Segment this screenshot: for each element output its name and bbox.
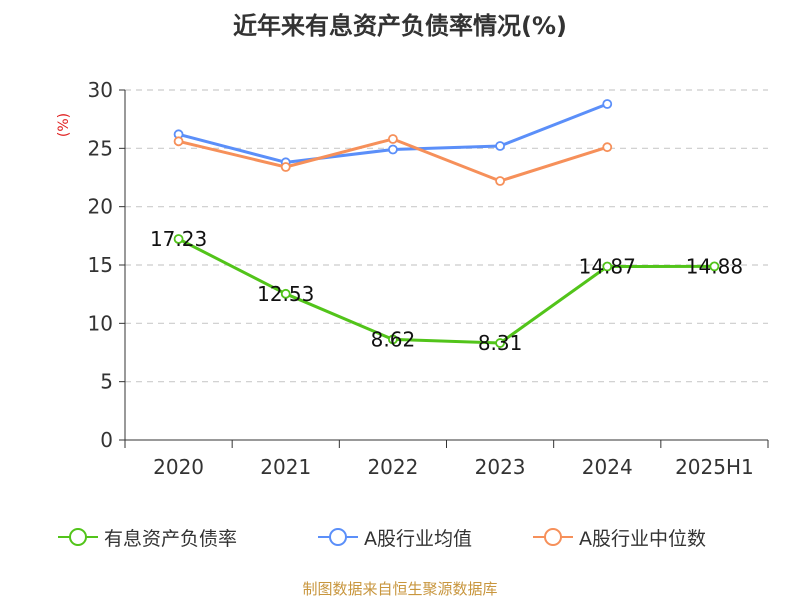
data-point xyxy=(388,144,398,155)
data-point xyxy=(388,134,398,144)
legend-label: A股行业均值 xyxy=(364,527,472,550)
chart-title: 近年来有息资产负债率情况(%) xyxy=(233,12,567,40)
data-point xyxy=(602,142,613,153)
legend[interactable]: 有息资产负债率 A股行业均值 A股行业中位数 xyxy=(0,522,800,552)
legend-line-icon xyxy=(58,528,98,546)
data-point xyxy=(173,136,184,147)
data-source: 制图数据来自恒生聚源数据库 xyxy=(302,580,498,598)
y-tick-label: 0 xyxy=(100,428,113,452)
x-tick-label: 2020 xyxy=(153,455,204,479)
data-point xyxy=(709,261,720,272)
data-label: 17.23 xyxy=(150,227,207,251)
legend-line-icon xyxy=(318,528,358,546)
y-tick-label: 5 xyxy=(100,370,113,394)
data-label: 14.88 xyxy=(686,254,743,278)
data-label: 14.87 xyxy=(579,255,636,279)
data-point xyxy=(280,288,291,299)
data-point xyxy=(602,99,613,109)
y-axis-label: (%) xyxy=(56,113,72,137)
data-point xyxy=(495,176,505,186)
data-point xyxy=(495,338,505,348)
y-tick-label: 10 xyxy=(88,311,113,335)
data-label: 8.31 xyxy=(478,331,523,355)
y-tick-label: 25 xyxy=(88,136,113,160)
legend-label: A股行业中位数 xyxy=(579,527,706,550)
y-tick-label: 20 xyxy=(88,195,113,219)
legend-label: 有息资产负债率 xyxy=(104,527,238,550)
legend-item-industry-median[interactable]: A股行业中位数 xyxy=(533,522,706,552)
data-point xyxy=(173,234,184,244)
data-label: 12.53 xyxy=(257,282,314,306)
line-chart: 0 5 10 15 20 25 30 (%) 2020 2021 2022 2023 2024 2025H… xyxy=(56,78,769,479)
x-tick-label: 2023 xyxy=(475,455,526,479)
legend-line-icon xyxy=(533,528,573,546)
data-point xyxy=(495,141,505,151)
data-point xyxy=(602,261,613,272)
x-tick-label: 2025H1 xyxy=(675,455,754,479)
data-point xyxy=(280,162,291,172)
x-tick-label: 2022 xyxy=(367,455,418,479)
data-point xyxy=(388,334,398,345)
x-tick-label: 2021 xyxy=(260,455,311,479)
y-tick-label: 30 xyxy=(88,78,113,102)
x-tick-label: 2024 xyxy=(582,455,633,479)
series-line-0 xyxy=(177,237,715,345)
data-label: 8.62 xyxy=(371,327,416,351)
legend-item-industry-mean[interactable]: A股行业均值 xyxy=(318,522,472,552)
legend-item-interest-debt-ratio[interactable]: 有息资产负债率 xyxy=(58,522,237,552)
y-tick-label: 15 xyxy=(88,253,113,277)
